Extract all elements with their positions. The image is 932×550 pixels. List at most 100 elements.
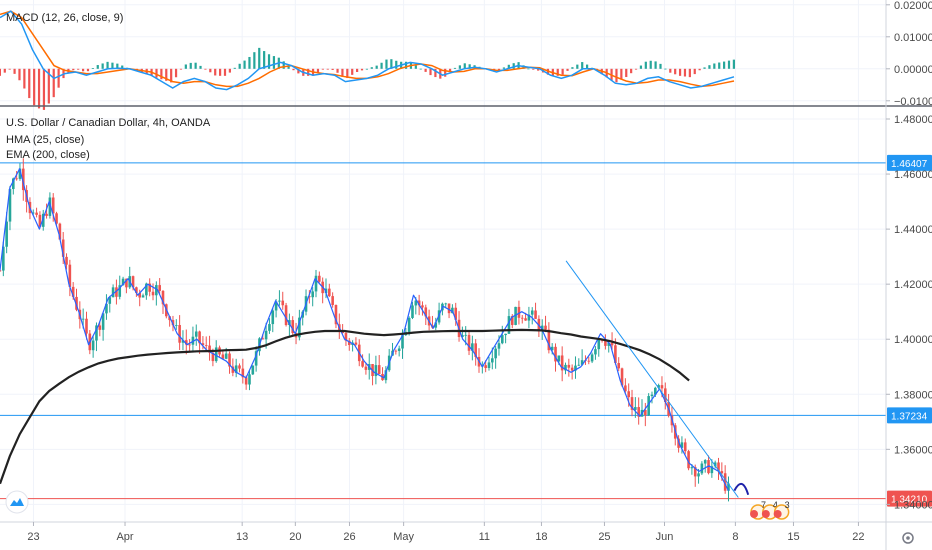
chart-title[interactable]: U.S. Dollar / Canadian Dollar, 4h, OANDA [6,117,211,129]
candle-body [55,213,58,224]
candle-body [560,355,564,371]
candle-body [231,366,235,373]
candle-body [693,467,697,477]
candle-body [530,310,534,315]
macd-histogram-bar [453,67,457,69]
candle-body [454,307,458,320]
candle-body [520,317,524,319]
candle-body [201,343,205,346]
macd-histogram-bar [424,68,427,72]
candle-body [607,342,611,346]
candle-body [281,300,285,306]
candle-body [171,320,175,326]
macd-histogram-bar [263,51,266,69]
macd-histogram-bar [664,68,667,70]
candle-body [284,305,288,326]
candle-body [91,340,95,351]
macd-histogram-bar [209,68,212,73]
time-axis-label: 11 [479,531,490,543]
candle-body [624,385,627,392]
macd-histogram-bar [233,67,236,69]
macd-histogram-bar [292,68,295,71]
price-axis-label: 1.38000 [894,389,932,401]
candle-body [434,322,438,328]
level-price-label: 1.46407 [891,159,928,170]
macd-histogram-bar [723,61,726,69]
macd-histogram-bar [634,68,638,70]
candle-body [155,285,158,296]
macd-histogram-bar [351,68,354,75]
macd-histogram-bar [219,68,222,76]
candle-body [644,409,647,416]
macd-axis-label: 0.01000 [894,32,932,44]
macd-histogram-bar [248,56,251,69]
macd-histogram-bar [571,67,574,69]
macd-histogram-bar [654,61,657,69]
trend-line [565,260,739,498]
macd-legend[interactable]: MACD (12, 26, close, 9) [6,12,123,24]
macd-histogram-bar [502,67,506,69]
time-axis-label: May [393,531,414,543]
macd-axis-label: 0.02000 [894,0,932,12]
candle-body [394,350,398,352]
candle-body [720,471,724,474]
tradingview-logo[interactable] [5,490,29,514]
macd-histogram-bar [321,68,324,70]
macd-histogram-bar [713,63,716,69]
macd-histogram-bar [688,68,691,78]
macd-histogram-bar [72,68,75,71]
time-axis-label: 22 [852,531,864,543]
candle-body [654,387,657,395]
gear-icon [902,532,914,544]
candle-body [597,339,601,350]
candle-body [331,296,334,306]
macd-histogram-bar [184,64,187,69]
candle-body [574,365,577,371]
candle-body [211,352,215,362]
macd-histogram-bar [639,65,643,69]
candle-body [8,189,12,222]
time-axis-label: 15 [787,531,799,543]
price-panel[interactable] [0,158,730,502]
candle-body [510,316,514,325]
macd-histogram-bar [253,52,256,69]
macd-histogram-bar [346,68,349,79]
macd-panel[interactable] [0,10,735,110]
macd-histogram-bar [566,68,569,71]
candle-body [494,348,497,359]
macd-histogram-bar [23,68,26,89]
candle-body [364,366,368,370]
event-flag-icon [750,510,759,518]
ema-line [0,328,690,485]
candle-body [98,325,102,330]
candle-body [118,285,122,297]
candle-body [361,361,364,367]
candle-body [95,325,98,341]
level-price-badge [887,154,932,171]
candle-body [617,363,621,369]
macd-histogram-bar [77,68,80,70]
macd-histogram-bar [214,68,217,76]
candle-body [354,342,358,345]
candle-body [251,365,255,375]
ema-legend[interactable]: EMA (200, close) [6,149,90,161]
candle-body [630,397,634,410]
candle-body [663,388,667,403]
candle-body [491,358,494,363]
candle-body [5,221,8,247]
candle-body [58,223,62,240]
time-axis-label: 26 [343,531,355,543]
price-axis-label: 1.40000 [894,334,932,346]
price-axis-label: 1.36000 [894,444,932,456]
candle-body [68,264,72,287]
hma-legend[interactable]: HMA (25, close) [6,134,84,146]
candle-body [141,295,145,298]
macd-histogram-bar [57,68,60,88]
macd-histogram-bar [404,61,408,69]
settings-gear-icon[interactable] [902,532,914,544]
candle-body [85,318,88,334]
price-axis-label: 1.44000 [894,224,932,236]
candle-body [268,324,271,331]
candle-body [614,345,617,364]
